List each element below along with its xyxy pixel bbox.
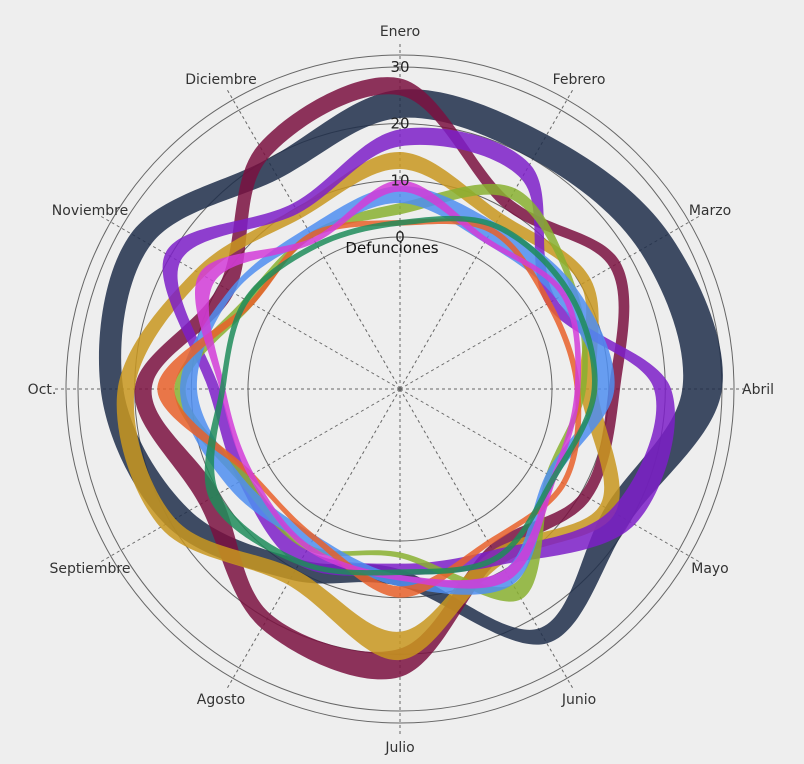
month-label-1: Febrero xyxy=(553,72,606,88)
radial-tick-20: 20 xyxy=(390,115,409,133)
label-layer: Enero Febrero Marzo Abril Mayo Junio Julio Agos… xyxy=(28,24,774,756)
month-label-7: Agosto xyxy=(197,692,245,708)
month-label-5: Junio xyxy=(561,692,596,708)
spoke-8 xyxy=(100,388,401,563)
radial-tick-10: 10 xyxy=(390,171,409,189)
series-band-3 xyxy=(162,127,675,576)
spoke-4 xyxy=(399,388,700,563)
month-label-8: Septiembre xyxy=(50,561,131,577)
month-label-2: Marzo xyxy=(689,203,731,219)
month-label-10: Noviembre xyxy=(52,203,128,219)
spoke-7 xyxy=(226,388,401,689)
radial-axis-title: Defunciones xyxy=(345,239,438,257)
outer-grid-circle xyxy=(65,54,735,724)
month-label-11: Diciembre xyxy=(185,72,256,88)
series-band-4 xyxy=(174,183,588,602)
spoke-11 xyxy=(226,89,401,390)
month-label-3: Abril xyxy=(742,382,774,398)
month-label-6: Julio xyxy=(384,740,414,756)
series-layer xyxy=(98,77,723,680)
month-label-0: Enero xyxy=(380,24,420,40)
radial-tick-0: 0 xyxy=(395,228,405,246)
month-label-4: Mayo xyxy=(691,561,729,577)
month-label-9: Oct. xyxy=(28,382,57,398)
radial-tick-30: 30 xyxy=(390,58,409,76)
